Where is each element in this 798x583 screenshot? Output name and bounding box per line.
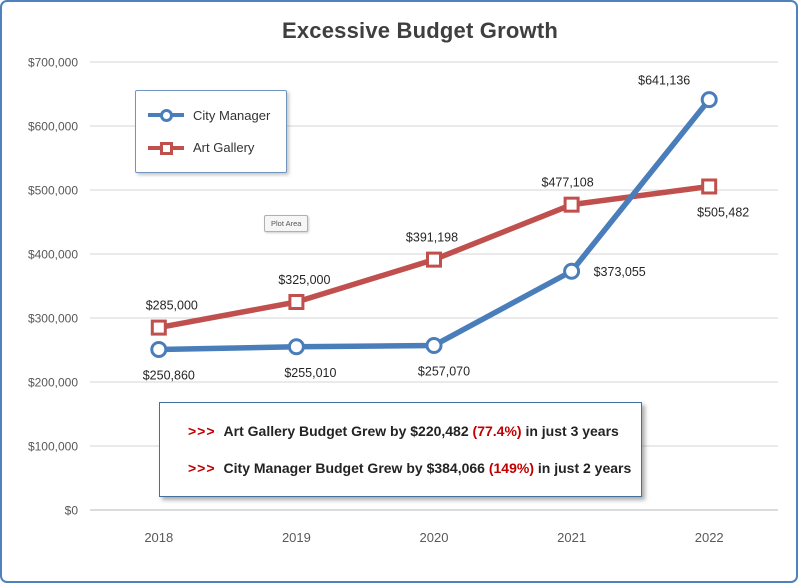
data-label-art-gallery-2018: $285,000 [146, 299, 198, 313]
y-tick-label: $500,000 [28, 184, 78, 198]
legend-sample-city-manager [148, 108, 184, 123]
data-label-city-manager-2020: $257,070 [418, 364, 470, 378]
y-tick-label: $600,000 [28, 120, 78, 134]
x-tick-label: 2022 [695, 530, 724, 545]
data-label-art-gallery-2019: $325,000 [278, 273, 330, 287]
y-tick-label: $200,000 [28, 376, 78, 390]
x-tick-label: 2021 [557, 530, 586, 545]
chevrons-icon: >>> [188, 423, 216, 440]
legend-sample-art-gallery [148, 141, 184, 155]
x-tick-label: 2020 [420, 530, 449, 545]
y-tick-label: $400,000 [28, 248, 78, 262]
data-label-art-gallery-2021: $477,108 [542, 176, 594, 190]
annotation-line-city-manager: >>> City Manager Budget Grew by $384,066 … [188, 460, 631, 476]
y-tick-label: $700,000 [28, 56, 78, 70]
legend-label-city-manager: City Manager [193, 107, 271, 123]
square-marker-icon [160, 141, 173, 155]
legend-item-city-manager: City Manager [148, 108, 274, 123]
marker-city-manager-2021 [563, 262, 581, 280]
data-label-art-gallery-2022: $505,482 [697, 205, 749, 219]
annotation-text: in just 3 years [521, 423, 619, 440]
data-label-city-manager-2018: $250,860 [143, 368, 195, 382]
marker-art-gallery-2020 [426, 251, 442, 268]
legend: City Manager Art Gallery [135, 90, 287, 173]
annotation-box: >>> Art Gallery Budget Grew by $220,482 (… [159, 402, 642, 497]
plot-area-tooltip: Plot Area [264, 215, 309, 232]
marker-art-gallery-2019 [288, 294, 305, 310]
y-tick-label: $100,000 [28, 440, 78, 454]
chevrons-icon: >>> [188, 459, 216, 476]
annotation-highlight: (149%) [488, 459, 534, 476]
annotation-text: in just 2 years [534, 459, 632, 476]
y-tick-label: $300,000 [28, 312, 78, 326]
x-tick-label: 2018 [144, 530, 173, 545]
circle-marker-icon [160, 109, 173, 123]
legend-item-art-gallery: Art Gallery [148, 140, 274, 155]
data-label-art-gallery-2020: $391,198 [406, 231, 458, 245]
annotation-text: Art Gallery Budget Grew by $220,482 [223, 423, 473, 440]
x-tick-label: 2019 [282, 530, 311, 545]
marker-art-gallery-2018 [150, 319, 167, 336]
annotation-highlight: (77.4%) [472, 423, 522, 440]
y-tick-label: $0 [65, 504, 79, 518]
marker-city-manager-2018 [150, 340, 168, 358]
marker-art-gallery-2022 [701, 178, 718, 195]
marker-art-gallery-2021 [563, 196, 580, 213]
data-label-city-manager-2021: $373,055 [594, 265, 646, 279]
data-label-city-manager-2022: $641,136 [638, 74, 690, 88]
marker-city-manager-2019 [287, 338, 305, 356]
annotation-text: City Manager Budget Grew by $384,066 [223, 459, 489, 476]
legend-label-art-gallery: Art Gallery [193, 140, 255, 156]
data-label-city-manager-2019: $255,010 [284, 366, 336, 380]
annotation-line-art-gallery: >>> Art Gallery Budget Grew by $220,482 (… [188, 423, 631, 439]
marker-city-manager-2022 [700, 91, 718, 109]
chart-title: Excessive Budget Growth [281, 18, 558, 43]
marker-city-manager-2020 [425, 336, 443, 354]
